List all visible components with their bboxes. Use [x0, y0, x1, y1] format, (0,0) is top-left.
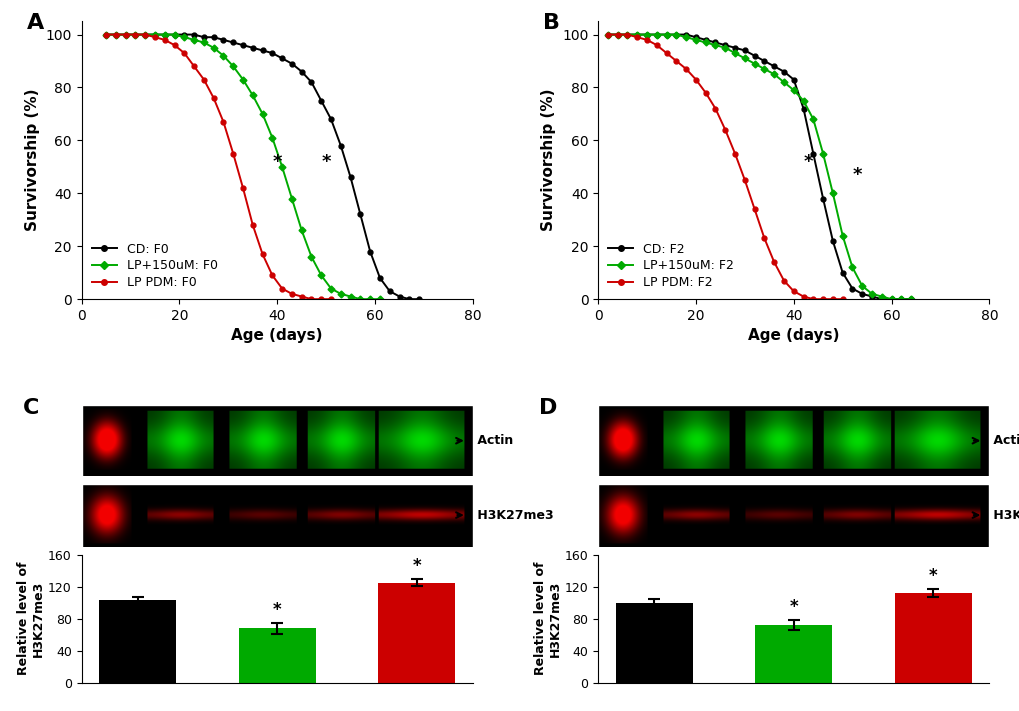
Text: *: * — [928, 567, 936, 585]
Y-axis label: Relative level of
H3K27me3: Relative level of H3K27me3 — [533, 562, 561, 675]
Text: *: * — [789, 598, 797, 616]
X-axis label: Age (days): Age (days) — [231, 328, 323, 343]
Text: *: * — [412, 557, 421, 575]
Bar — [238, 629, 315, 683]
Text: B: B — [543, 13, 559, 33]
Text: H3K27me3: H3K27me3 — [473, 508, 553, 522]
Legend: CD: F0, LP+150uM: F0, LP PDM: F0: CD: F0, LP+150uM: F0, LP PDM: F0 — [88, 239, 221, 293]
Legend: CD: F2, LP+150uM: F2, LP PDM: F2: CD: F2, LP+150uM: F2, LP PDM: F2 — [604, 239, 737, 293]
Text: A: A — [26, 13, 44, 33]
Bar — [894, 593, 971, 683]
Text: D: D — [539, 397, 557, 417]
Text: Actin: Actin — [988, 434, 1019, 447]
Bar — [615, 603, 692, 683]
Y-axis label: Survivorship (%): Survivorship (%) — [541, 89, 556, 232]
Bar — [99, 600, 176, 683]
Text: *: * — [321, 153, 330, 171]
Text: *: * — [273, 601, 281, 619]
Y-axis label: Survivorship (%): Survivorship (%) — [24, 89, 40, 232]
Text: *: * — [272, 153, 281, 171]
Text: H3K27me3: H3K27me3 — [988, 508, 1019, 522]
X-axis label: Age (days): Age (days) — [747, 328, 839, 343]
Bar — [378, 582, 454, 683]
Text: *: * — [803, 153, 812, 171]
Text: Actin: Actin — [473, 434, 513, 447]
Text: C: C — [22, 397, 40, 417]
Y-axis label: Relative level of
H3K27me3: Relative level of H3K27me3 — [17, 562, 45, 675]
Text: *: * — [852, 166, 861, 184]
Bar — [755, 625, 832, 683]
